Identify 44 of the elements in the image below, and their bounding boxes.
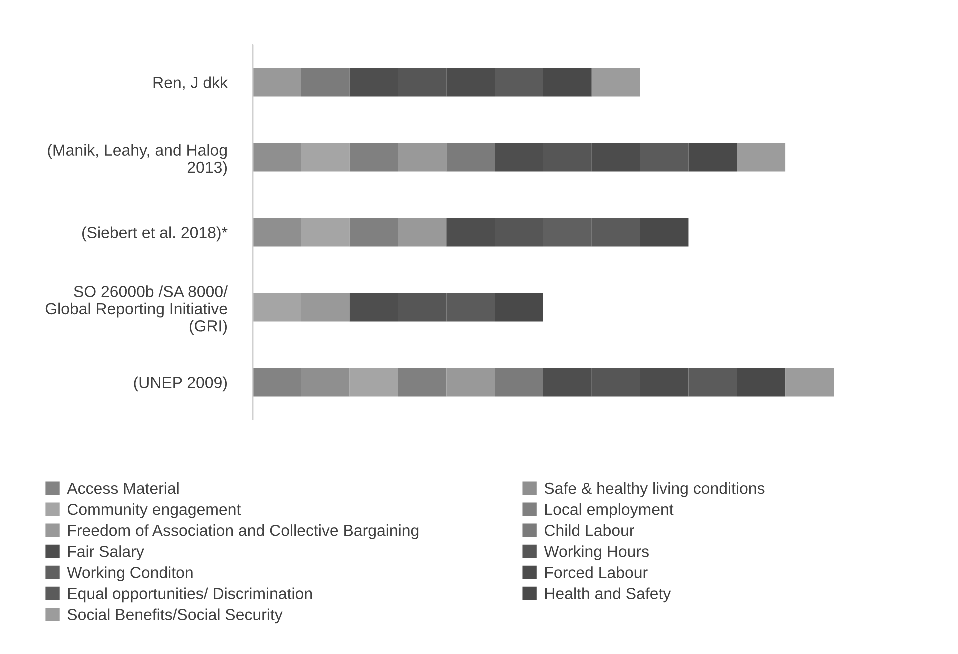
bar — [398, 368, 447, 397]
bar — [688, 143, 738, 172]
legend-label: Forced Labour — [546, 566, 648, 578]
bar — [737, 143, 786, 172]
bar — [253, 143, 302, 172]
y-tick-label: (Siebert et al. 2018)* — [82, 226, 228, 242]
legend-label: Community engagement — [68, 504, 242, 518]
legend-label: Equal opportunities/ Discrimination — [68, 588, 312, 603]
bar — [688, 368, 738, 397]
legend-label: Health and Safety — [546, 588, 672, 603]
y-tick-label: SO 26000b /SA 8000/ Global Reporting Initiative (GRI) — [46, 286, 228, 335]
bar — [398, 143, 447, 172]
legend-label: Social Benefits/Social Security — [68, 608, 283, 624]
bar — [737, 368, 786, 397]
legend-label: Working Hours — [544, 546, 649, 560]
bar — [301, 143, 350, 172]
legend-label: Local employment — [546, 504, 674, 518]
bar — [301, 68, 350, 97]
legend-label: Safe & healthy living conditions — [544, 482, 765, 498]
bar — [350, 218, 398, 247]
bar — [640, 143, 689, 172]
bar — [640, 218, 689, 247]
bar — [786, 368, 834, 397]
bar — [253, 68, 302, 97]
y-tick-label: (Manik, Leahy, and Halog 2013) — [48, 144, 228, 176]
bar — [253, 218, 302, 247]
bar — [543, 68, 592, 97]
legend-label: Working Conditon — [67, 566, 193, 582]
legend-label: Child Labour — [545, 524, 634, 536]
bar — [592, 68, 640, 97]
bar — [495, 68, 544, 97]
bar — [446, 368, 496, 397]
legend-label: Freedom of Association and Collective Bargaining — [68, 524, 419, 540]
bar — [495, 293, 544, 322]
legend-label: Fair Salary — [68, 546, 144, 560]
y-tick-label: Ren, J dkk — [154, 76, 228, 90]
y-tick-label: (UNEP 2009) — [134, 376, 228, 392]
bar — [398, 218, 447, 247]
legend-label: Access Material — [67, 482, 179, 494]
bar — [301, 218, 350, 247]
bar — [350, 143, 398, 172]
bar — [495, 368, 544, 397]
bar — [446, 143, 496, 172]
bar — [350, 368, 398, 397]
